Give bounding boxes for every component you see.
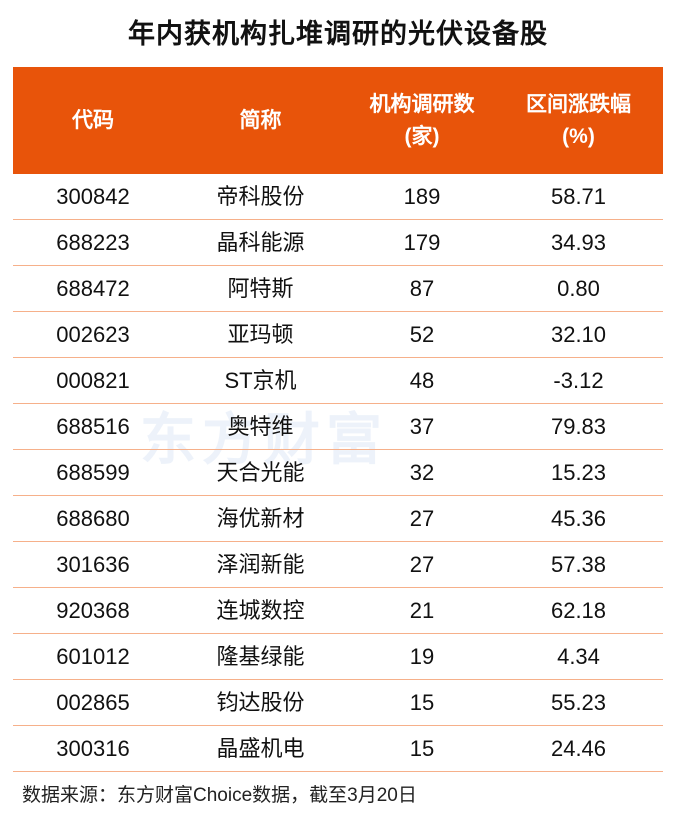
header-label: 代码 — [72, 108, 114, 132]
table-row: 002865 钧达股份 15 55.23 — [13, 680, 663, 726]
table-row: 688223 晶科能源 179 34.93 — [13, 220, 663, 266]
cell-name: ST京机 — [224, 368, 297, 393]
cell-research-count: 48 — [409, 368, 435, 393]
cell-research-count: 27 — [409, 552, 435, 577]
cell-name: 隆基绿能 — [216, 644, 305, 669]
table-row: 002623 亚玛顿 52 32.10 — [13, 312, 663, 358]
cell-change: 0.80 — [557, 276, 600, 301]
cell-research-count: 52 — [409, 322, 435, 347]
cell-change: 45.36 — [550, 506, 607, 531]
cell-change: 32.10 — [550, 322, 607, 347]
cell-research-count: 19 — [409, 644, 435, 669]
header-unit: (%) — [562, 124, 595, 148]
table-row: 688599 天合光能 32 15.23 — [13, 450, 663, 496]
cell-change: 34.93 — [550, 230, 607, 255]
header-label: 简称 — [239, 108, 282, 132]
header-change: 区间涨跌幅 (%) — [501, 67, 656, 174]
cell-name: 帝科股份 — [216, 184, 305, 209]
cell-change: 58.71 — [550, 184, 607, 209]
cell-research-count: 15 — [409, 736, 435, 761]
cell-code: 601012 — [56, 644, 130, 669]
cell-research-count: 15 — [409, 690, 435, 715]
cell-change: 4.34 — [557, 644, 600, 669]
cell-research-count: 32 — [409, 460, 435, 485]
cell-change: 79.83 — [550, 414, 607, 439]
cell-change: 62.18 — [550, 598, 607, 623]
cell-code: 301636 — [56, 552, 130, 577]
table-header: 代码 简称 机构调研数 (家) 区间涨跌幅 (%) — [13, 67, 663, 174]
table-row: 601012 隆基绿能 19 4.34 — [13, 634, 663, 680]
table-row: 300316 晶盛机电 15 24.46 — [13, 726, 663, 772]
cell-change: -3.12 — [553, 368, 604, 393]
cell-code: 688680 — [56, 506, 130, 531]
cell-code: 000821 — [56, 368, 130, 393]
cell-name: 晶盛机电 — [216, 736, 305, 761]
cell-code: 002623 — [56, 322, 130, 347]
table-row: 301636 泽润新能 27 57.38 — [13, 542, 663, 588]
cell-name: 阿特斯 — [227, 276, 294, 301]
cell-research-count: 27 — [409, 506, 435, 531]
cell-code: 300842 — [56, 184, 130, 209]
cell-name: 天合光能 — [216, 460, 305, 485]
cell-research-count: 21 — [409, 598, 435, 623]
cell-research-count: 37 — [409, 414, 435, 439]
table-row: 688516 奥特维 37 79.83 — [13, 404, 663, 450]
table-row: 300842 帝科股份 189 58.71 — [13, 174, 663, 220]
cell-name: 亚玛顿 — [227, 322, 294, 347]
cell-code: 300316 — [56, 736, 130, 761]
cell-research-count: 179 — [403, 230, 441, 255]
header-unit: (家) — [404, 124, 440, 148]
header-research-count: 机构调研数 (家) — [343, 67, 501, 174]
cell-code: 688599 — [56, 460, 130, 485]
cell-name: 连城数控 — [216, 598, 305, 623]
cell-name: 晶科能源 — [216, 230, 305, 255]
header-label: 区间涨跌幅 — [526, 92, 631, 116]
table-row: 920368 连城数控 21 62.18 — [13, 588, 663, 634]
cell-change: 24.46 — [550, 736, 607, 761]
table-row: 688472 阿特斯 87 0.80 — [13, 266, 663, 312]
cell-research-count: 189 — [403, 184, 441, 209]
header-code: 代码 — [13, 67, 173, 174]
cell-name: 奥特维 — [227, 414, 294, 439]
cell-code: 688472 — [56, 276, 130, 301]
cell-research-count: 87 — [409, 276, 435, 301]
cell-change: 57.38 — [550, 552, 607, 577]
cell-name: 海优新材 — [216, 506, 305, 531]
cell-code: 002865 — [56, 690, 130, 715]
table-row: 688680 海优新材 27 45.36 — [13, 496, 663, 542]
cell-change: 15.23 — [550, 460, 607, 485]
header-name: 简称 — [178, 67, 343, 174]
cell-code: 688223 — [56, 230, 130, 255]
table-row: 000821 ST京机 48 -3.12 — [13, 358, 663, 404]
source-note: 数据来源：东方财富Choice数据，截至3月20日 — [22, 785, 417, 806]
cell-name: 钧达股份 — [216, 690, 305, 715]
table-body: 300842 帝科股份 189 58.71 688223 晶科能源 179 34.93 6884… — [13, 174, 663, 772]
cell-name: 泽润新能 — [216, 552, 305, 577]
cell-code: 688516 — [56, 414, 130, 439]
cell-change: 55.23 — [550, 690, 607, 715]
header-label: 机构调研数 — [369, 92, 475, 116]
page-title: 年内获机构扎堆调研的光伏设备股 — [128, 19, 548, 49]
cell-code: 920368 — [56, 598, 130, 623]
